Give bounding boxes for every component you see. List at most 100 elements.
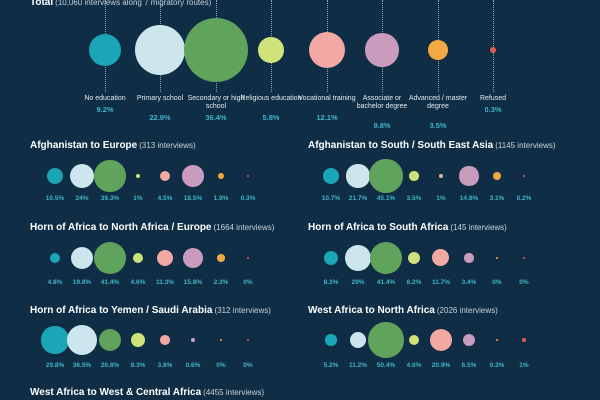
percent-label: 3.8%	[157, 362, 173, 369]
bubble-secondary-or-high-school	[94, 160, 126, 192]
panel-subtitle: (10,060 interviews along 7 migratory rou…	[55, 0, 212, 7]
percent-label: 3.1%	[489, 195, 505, 202]
percent-label: 8.3%	[130, 362, 146, 369]
bubble-religious-education	[132, 252, 144, 264]
percent-label: 18.5%	[183, 195, 203, 202]
bubble-refused	[246, 256, 250, 260]
bubble-refused	[246, 338, 250, 342]
bubble-primary-school	[346, 164, 370, 188]
bubble-secondary-or-high-school	[184, 18, 248, 82]
panel-title-main: Afghanistan to Europe	[30, 140, 138, 151]
percent-label: 12.1%	[316, 113, 338, 122]
percent-label: 0%	[243, 362, 253, 369]
bubble-vocational-training	[159, 170, 171, 182]
percent-label: 3.5%	[406, 195, 422, 202]
percent-label: 3.5%	[429, 121, 447, 130]
percent-label: 2.3%	[213, 279, 229, 286]
bubble-advanced-master-degree	[495, 256, 499, 260]
percent-label: 6.2%	[406, 279, 422, 286]
bubble-no-education	[325, 334, 337, 346]
category-label: Religious education	[240, 95, 302, 102]
bubble-no-education	[323, 250, 339, 266]
bubble-no-education	[49, 252, 61, 264]
percent-label: 22.9%	[149, 113, 171, 122]
connector-line	[493, 0, 494, 92]
bubble-primary-school	[349, 331, 367, 349]
percent-label: 4.5%	[157, 195, 173, 202]
bubble-primary-school	[344, 244, 372, 272]
bubble-associate-or-bachelor-degree	[365, 33, 399, 67]
percent-label: 0.6%	[185, 362, 201, 369]
panel-subtitle: (312 interviews)	[214, 306, 271, 315]
percent-label: 41.4%	[100, 279, 120, 286]
panel-title-main: Total	[30, 0, 54, 8]
panel-subtitle: (2026 interviews)	[436, 306, 498, 315]
percent-label: 0.3%	[489, 362, 505, 369]
panel-subtitle: (145 interviews)	[450, 223, 507, 232]
percent-label: 29.8%	[45, 362, 65, 369]
percent-label: 29%	[351, 279, 365, 286]
category-label: Secondary or high school	[187, 95, 245, 110]
bubble-associate-or-bachelor-degree	[182, 165, 204, 187]
percent-label: 0.3%	[240, 195, 256, 202]
percent-label: 1%	[133, 195, 143, 202]
panel-subtitle: (1664 interviews)	[213, 223, 275, 232]
percent-label: 4.6%	[130, 279, 146, 286]
percent-label: 45.1%	[376, 195, 396, 202]
percent-label: 0%	[492, 279, 502, 286]
percent-label: 11.2%	[348, 362, 368, 369]
bubble-advanced-master-degree	[492, 171, 502, 181]
percent-label: 1.9%	[213, 195, 229, 202]
bubble-secondary-or-high-school	[369, 159, 403, 193]
bubble-vocational-training	[160, 335, 170, 345]
bubble-no-education	[46, 167, 64, 185]
panel-title-main: West Africa to West & Central Africa	[30, 387, 202, 398]
percent-label: 9.8%	[373, 121, 391, 130]
bubble-refused	[522, 174, 526, 178]
percent-label: 19.8%	[72, 279, 92, 286]
bubble-secondary-or-high-school	[368, 322, 404, 358]
panel-title: Afghanistan to South / South East Asia (1…	[308, 140, 556, 151]
percent-label: 0%	[243, 279, 253, 286]
percent-label: 4.8%	[47, 279, 63, 286]
bubble-vocational-training	[156, 249, 174, 267]
bubble-secondary-or-high-school	[94, 242, 126, 274]
panel-title: Afghanistan to Europe (313 interviews)	[30, 140, 196, 151]
bubble-religious-education	[258, 37, 284, 63]
percent-label: 5.2%	[323, 362, 339, 369]
panel-title: Total (10,060 interviews along 7 migrator…	[30, 0, 211, 8]
bubble-vocational-training	[308, 31, 346, 69]
panel-title-main: West Africa to North Africa	[308, 305, 435, 316]
percent-label: 0%	[216, 362, 226, 369]
percent-label: 0.3%	[484, 105, 502, 114]
bubble-no-education	[41, 326, 69, 354]
bubble-advanced-master-degree	[495, 338, 499, 342]
percent-label: 41.4%	[376, 279, 396, 286]
bubble-no-education	[322, 167, 340, 185]
percent-label: 0%	[519, 279, 529, 286]
bubble-religious-education	[130, 332, 146, 348]
bubble-primary-school	[69, 163, 95, 189]
bubble-primary-school	[134, 24, 186, 76]
bubble-religious-education	[407, 251, 421, 265]
panel-title-main: Horn of Africa to South Africa	[308, 222, 449, 233]
percent-label: 20.8%	[100, 362, 120, 369]
panel-subtitle: (4455 interviews)	[203, 388, 265, 397]
percent-label: 10.5%	[45, 195, 65, 202]
panel-title: Horn of Africa to North Africa / Europe(…	[30, 222, 274, 233]
percent-label: 1%	[436, 195, 446, 202]
bubble-associate-or-bachelor-degree	[462, 333, 476, 347]
category-label: Vocational training	[298, 95, 356, 102]
percent-label: 11.7%	[431, 279, 451, 286]
bubble-refused	[521, 337, 527, 343]
category-label: Advanced / master degree	[408, 95, 468, 110]
category-label: Refused	[479, 95, 507, 102]
bubble-advanced-master-degree	[217, 254, 225, 262]
bubble-vocational-training	[432, 249, 450, 267]
bubble-vocational-training	[438, 173, 444, 179]
percent-label: 14.8%	[459, 195, 479, 202]
percent-label: 50.4%	[376, 362, 396, 369]
panel-title-main: Horn of Africa to Yemen / Saudi Arabia	[30, 305, 213, 316]
bubble-secondary-or-high-school	[370, 242, 402, 274]
bubble-refused	[490, 47, 496, 53]
